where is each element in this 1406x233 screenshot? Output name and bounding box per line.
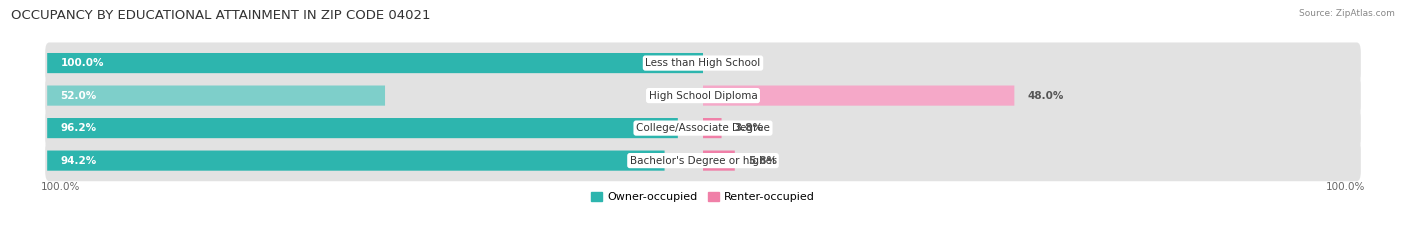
FancyBboxPatch shape [48,86,385,106]
FancyBboxPatch shape [45,42,1361,84]
Text: 3.8%: 3.8% [735,123,763,133]
FancyBboxPatch shape [703,118,721,138]
Text: 100.0%: 100.0% [60,58,104,68]
FancyBboxPatch shape [48,118,678,138]
Text: College/Associate Degree: College/Associate Degree [636,123,770,133]
FancyBboxPatch shape [48,53,703,73]
Text: 94.2%: 94.2% [60,156,97,166]
Text: Bachelor's Degree or higher: Bachelor's Degree or higher [630,156,776,166]
Text: 5.8%: 5.8% [748,156,778,166]
FancyBboxPatch shape [45,140,1361,181]
Text: 48.0%: 48.0% [1028,91,1064,101]
FancyBboxPatch shape [703,86,1014,106]
Text: 100.0%: 100.0% [41,182,80,192]
Text: High School Diploma: High School Diploma [648,91,758,101]
FancyBboxPatch shape [45,107,1361,149]
Text: 96.2%: 96.2% [60,123,97,133]
Text: Source: ZipAtlas.com: Source: ZipAtlas.com [1299,9,1395,18]
FancyBboxPatch shape [48,151,665,171]
Text: OCCUPANCY BY EDUCATIONAL ATTAINMENT IN ZIP CODE 04021: OCCUPANCY BY EDUCATIONAL ATTAINMENT IN Z… [11,9,430,22]
Text: 100.0%: 100.0% [1326,182,1365,192]
FancyBboxPatch shape [45,75,1361,116]
Legend: Owner-occupied, Renter-occupied: Owner-occupied, Renter-occupied [586,188,820,207]
Text: 52.0%: 52.0% [60,91,97,101]
FancyBboxPatch shape [703,151,735,171]
Text: Less than High School: Less than High School [645,58,761,68]
